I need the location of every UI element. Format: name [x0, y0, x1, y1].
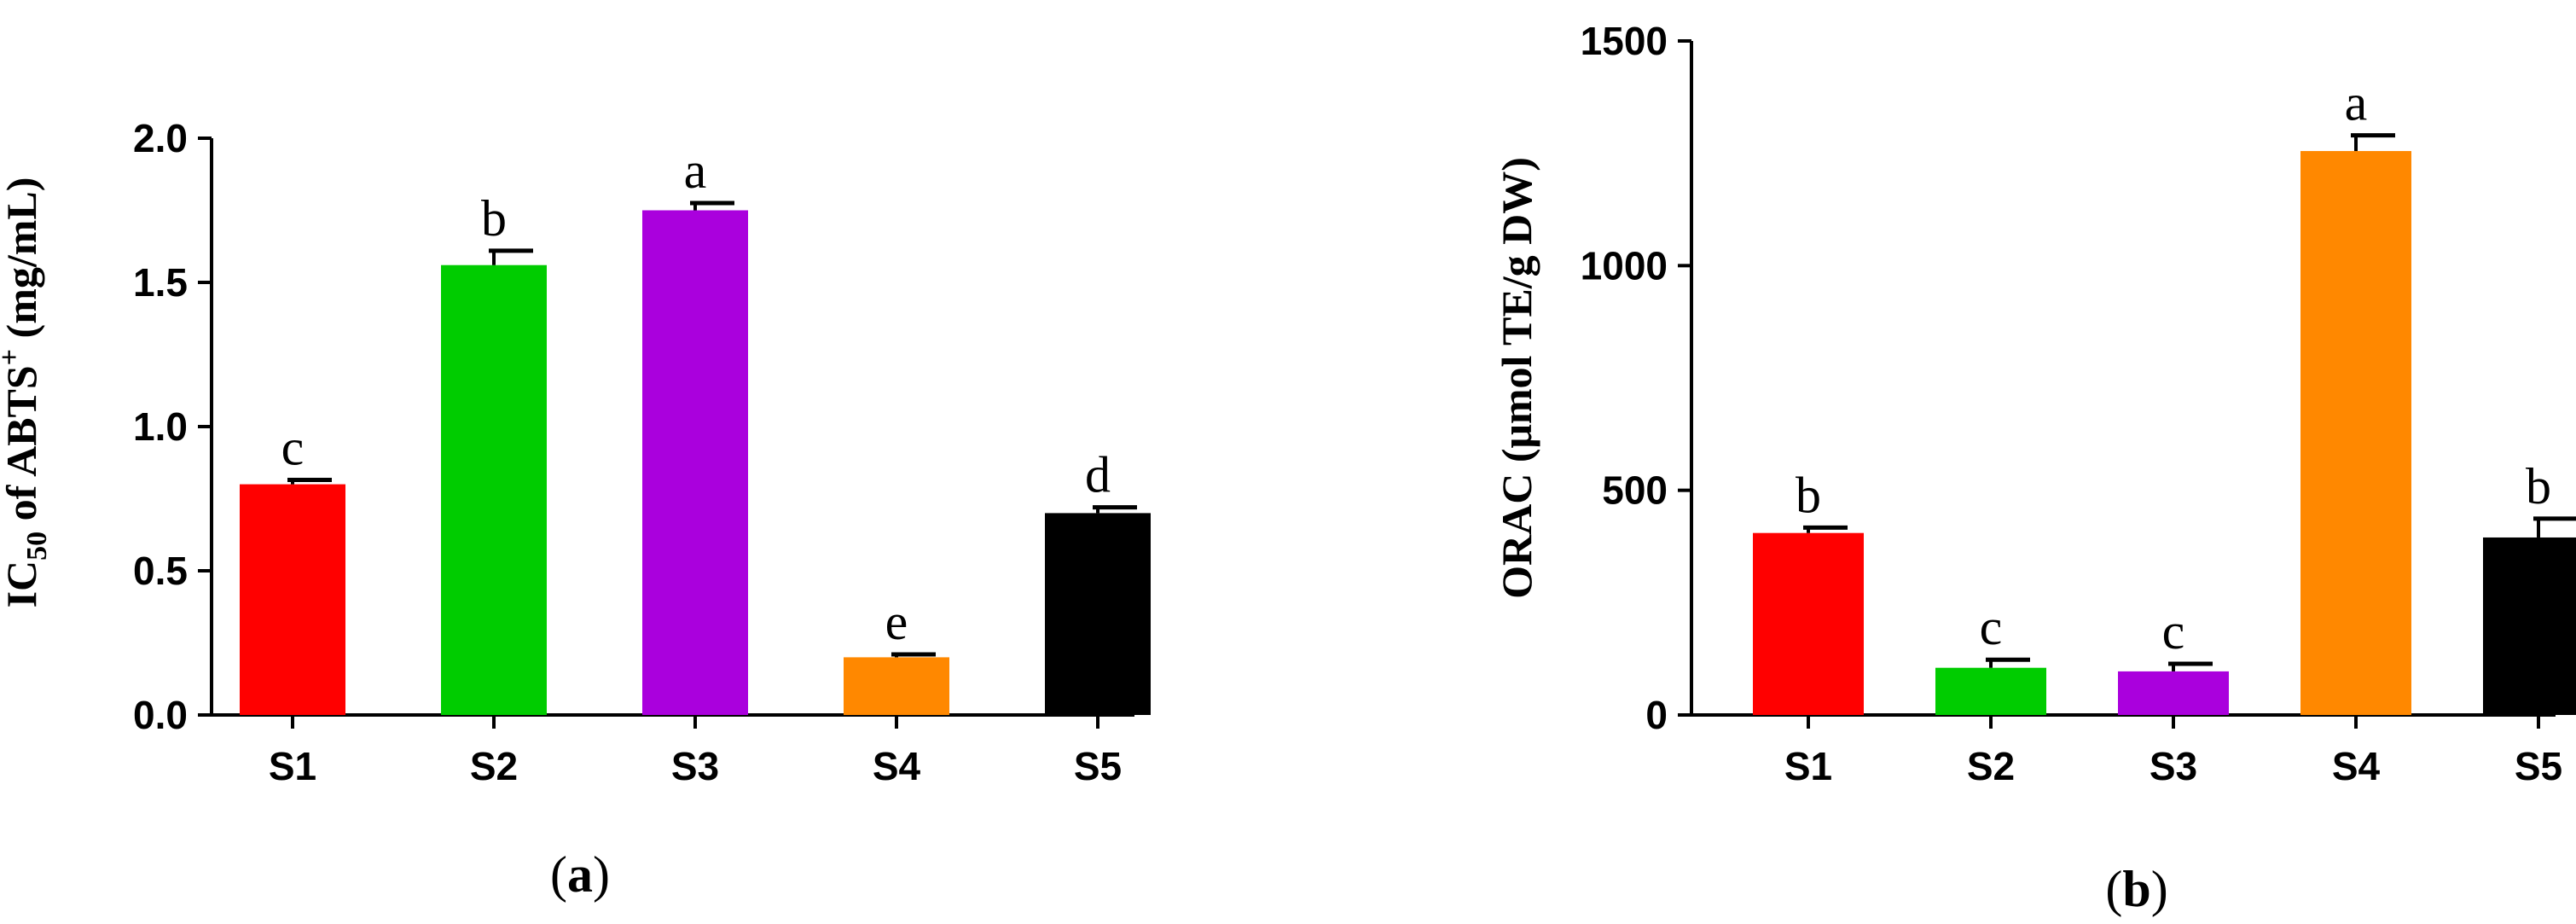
significance-label: a [684, 142, 707, 199]
significance-label: e [885, 594, 908, 650]
y-tick-label: 0 [1645, 693, 1668, 737]
bar-s1 [240, 484, 345, 715]
panel-label: (a) [550, 846, 610, 903]
panel-label-letter: a [567, 846, 593, 903]
significance-label: c [1980, 599, 2003, 655]
panel-label-close: ) [593, 846, 610, 903]
y-tick-label: 1.0 [133, 404, 188, 449]
panel-label-letter: b [2122, 861, 2150, 917]
bar-s2 [1935, 667, 2046, 715]
y-axis-label-part: μmol TE/g DW [1493, 171, 1540, 449]
x-tick-label: S3 [2150, 744, 2197, 788]
bar-s1 [1753, 532, 1864, 715]
panel-label-open: ( [2105, 861, 2122, 917]
x-tick-label: S3 [671, 744, 719, 788]
y-axis-label-part: ) [1493, 157, 1540, 171]
x-tick-label: S1 [269, 744, 316, 788]
significance-label: c [281, 420, 305, 476]
y-axis-label-subscript: 50 [21, 532, 53, 561]
y-tick-label: 1.5 [133, 260, 188, 305]
y-tick-label: 1000 [1581, 243, 1668, 288]
x-tick-label: S2 [1967, 744, 2015, 788]
x-tick-label: S1 [1784, 744, 1832, 788]
bar-s4 [844, 657, 949, 715]
bar-s2 [441, 264, 547, 716]
panel-label: (b) [2105, 861, 2167, 917]
y-axis-label-part: of ABTS [0, 365, 45, 532]
significance-label: b [1796, 467, 1821, 523]
y-axis-label: IC50 of ABTS+ (mg/mL) [0, 177, 53, 608]
bar-s5 [2483, 537, 2576, 715]
bar-s5 [1045, 513, 1151, 715]
y-tick-label: 0.5 [133, 549, 188, 593]
y-tick-label: 2.0 [133, 116, 188, 160]
x-tick-label: S5 [2515, 744, 2562, 788]
bar-s3 [642, 210, 748, 715]
panel-label-open: ( [550, 846, 567, 903]
y-axis-label-superscript: + [0, 349, 26, 365]
y-tick-label: 0.0 [133, 693, 188, 737]
significance-label: d [1085, 447, 1111, 503]
y-tick-label: 500 [1602, 468, 1668, 513]
x-tick-label: S5 [1074, 744, 1122, 788]
significance-label: b [481, 190, 507, 247]
x-tick-label: S4 [873, 744, 921, 788]
panel-label-close: ) [2151, 861, 2168, 917]
x-tick-label: S4 [2332, 744, 2381, 788]
y-tick-label: 1500 [1581, 19, 1668, 63]
y-axis-label-part: ORAC ( [1493, 448, 1540, 598]
significance-label: b [2526, 458, 2551, 514]
y-axis-label-part: (mg/mL) [0, 177, 45, 349]
chart-panel-b: 0 500 1000 1500 S1 b S2 c S3 c S4 a S5 b ORAC (μmol TE… [1493, 19, 2576, 917]
x-tick-label: S2 [470, 744, 518, 788]
bar-s4 [2300, 151, 2411, 716]
significance-label: a [2345, 75, 2368, 131]
chart-panel-a: 0.0 0.5 1.0 1.5 2.0 S1 c S2 b S3 a S4 e S5 d IC50 of AB… [0, 116, 1151, 903]
y-axis-label: ORAC (μmol TE/g DW) [1493, 157, 1540, 599]
y-axis-label-part: IC [0, 561, 45, 608]
significance-label: c [2162, 603, 2185, 660]
bar-s3 [2118, 671, 2229, 715]
